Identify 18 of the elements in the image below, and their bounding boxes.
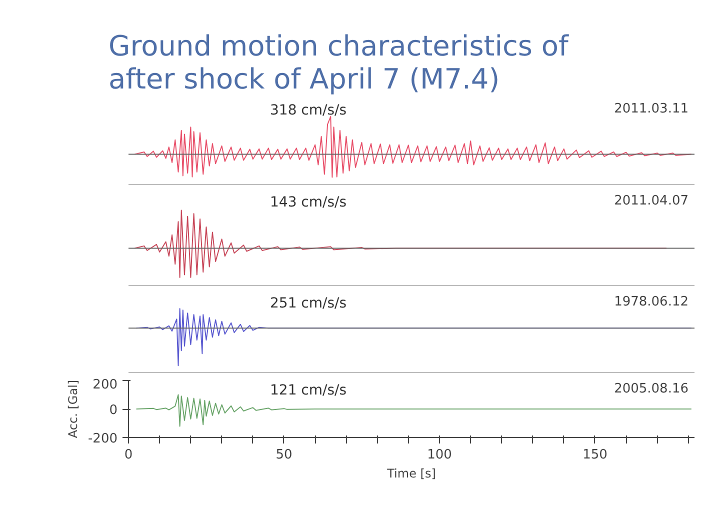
x-tick-label: 50 (276, 448, 292, 462)
x-tick-label: 0 (124, 448, 133, 462)
x-tick-label: 150 (582, 448, 608, 462)
annotation: 251 cm/s/s (270, 296, 347, 312)
annotation: 318 cm/s/s (270, 102, 347, 118)
x-axis-title: Time [s] (386, 466, 436, 480)
series-label: 1978.06.12 (614, 294, 689, 310)
y-axis-title: Acc. [Gal] (66, 380, 80, 438)
y-tick-label: 200 (92, 378, 118, 392)
text: 2011.04.07 (614, 194, 689, 208)
chart-title: Ground motion characteristics of after shock of April 7 (M7.4) (108, 30, 570, 96)
annotation: 121 cm/s/s (270, 382, 347, 398)
annotation: 143 cm/s/s (270, 194, 347, 210)
y-tick-label: 0 (109, 403, 118, 418)
series-label: 2005.08.16 (614, 382, 689, 396)
x-tick-label: 100 (427, 448, 452, 462)
y-tick-label: -200 (88, 432, 118, 446)
text: 2011.03.11 (614, 102, 689, 116)
